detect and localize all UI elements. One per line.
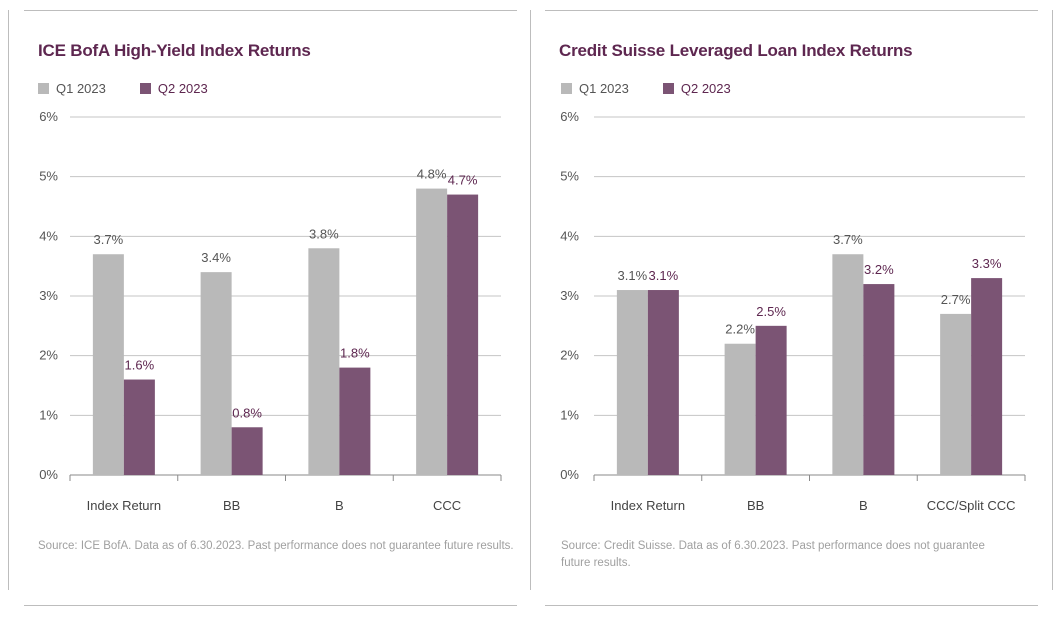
legend: Q1 2023 Q2 2023 bbox=[38, 81, 242, 96]
data-label-q2: 4.7% bbox=[448, 173, 478, 188]
legend-label-q1: Q1 2023 bbox=[579, 81, 629, 96]
y-tick-label: 1% bbox=[560, 407, 579, 422]
x-category-label: CCC/Split CCC bbox=[927, 498, 1016, 513]
data-label-q2: 1.6% bbox=[125, 358, 155, 373]
chart-panel-high-yield: ICE BofA High-Yield Index Returns Q1 202… bbox=[0, 0, 520, 600]
bar-chart-high-yield: 0% 1% 2% 3% 4% 5% 6% 3.7% 1.6% Index Return 3.4% 0.… bbox=[39, 109, 502, 513]
source-line-1: Source: Credit Suisse. Data as of 6.30.2… bbox=[561, 540, 985, 552]
bar-q2 bbox=[447, 194, 479, 476]
data-label-q2: 0.8% bbox=[232, 405, 262, 420]
bar-chart-leveraged-loan: 0%1%2%3%4%5%6%3.1% 3.1%Index Return2.2%2.… bbox=[560, 109, 1026, 513]
legend-label-q2: Q2 2023 bbox=[157, 81, 208, 96]
x-category-label: CCC bbox=[433, 498, 461, 513]
y-tick-label: 4% bbox=[560, 228, 579, 243]
data-label-q1: 4.8% bbox=[417, 167, 447, 182]
y-tick-label: 3% bbox=[39, 288, 58, 303]
y-tick-label: 1% bbox=[39, 407, 58, 422]
bottom-rule-right bbox=[545, 605, 1038, 606]
legend-swatch-q1 bbox=[561, 83, 572, 94]
bar-q1 bbox=[200, 272, 232, 475]
left-border bbox=[8, 10, 9, 590]
bar-q2 bbox=[339, 367, 371, 475]
legend-label-q1: Q1 2023 bbox=[56, 81, 106, 96]
bar-q1 bbox=[940, 313, 972, 475]
data-label-q2: 3.3% bbox=[972, 256, 1002, 271]
y-tick-label: 6% bbox=[39, 109, 58, 124]
x-category-label: BB bbox=[747, 498, 764, 513]
y-tick-label: 5% bbox=[560, 169, 579, 184]
bar-q1 bbox=[724, 343, 756, 475]
data-label-q1: 2.7% bbox=[941, 292, 971, 307]
data-label-q1: 3.1% bbox=[618, 268, 648, 283]
data-label-q1: 3.4% bbox=[201, 250, 231, 265]
bottom-rule-left bbox=[24, 605, 517, 606]
legend-item-q2: Q2 2023 bbox=[662, 81, 731, 96]
x-category-label: Index Return bbox=[611, 498, 685, 513]
bar-q2 bbox=[647, 290, 679, 475]
source-line-2: future results. bbox=[561, 557, 631, 569]
bar-q1 bbox=[308, 248, 340, 475]
bar-q2 bbox=[123, 379, 155, 475]
legend-swatch-q2 bbox=[139, 83, 151, 94]
bar-q2 bbox=[755, 325, 787, 475]
y-tick-label: 2% bbox=[560, 348, 579, 363]
bar-q2 bbox=[231, 427, 263, 475]
bar-q2 bbox=[971, 278, 1003, 475]
source-note: Source: ICE BofA. Data as of 6.30.2023. … bbox=[38, 540, 514, 552]
y-tick-label: 4% bbox=[39, 228, 58, 243]
legend-swatch-q1 bbox=[38, 83, 49, 94]
y-tick-label: 3% bbox=[560, 288, 579, 303]
legend-item-q1: Q1 2023 bbox=[561, 81, 629, 96]
chart-title: Credit Suisse Leveraged Loan Index Retur… bbox=[559, 41, 913, 60]
data-label-q1: 3.8% bbox=[309, 226, 339, 241]
y-tick-label: 2% bbox=[39, 348, 58, 363]
bar-q1 bbox=[616, 290, 648, 475]
source-note: Source: Credit Suisse. Data as of 6.30.2… bbox=[561, 538, 985, 572]
data-label-q1: 3.7% bbox=[833, 232, 863, 247]
legend-item-q1: Q1 2023 bbox=[38, 81, 106, 96]
data-label-q2: 3.2% bbox=[864, 262, 894, 277]
y-tick-label: 0% bbox=[39, 467, 58, 482]
data-label-q1: 2.2% bbox=[725, 322, 755, 337]
right-border bbox=[1052, 10, 1053, 590]
top-rule-left bbox=[24, 10, 517, 11]
legend-item-q2: Q2 2023 bbox=[139, 81, 208, 96]
bar-q1 bbox=[92, 254, 124, 475]
y-tick-label: 0% bbox=[560, 467, 579, 482]
x-category-label: B bbox=[335, 498, 344, 513]
data-label-q1: 3.7% bbox=[94, 232, 124, 247]
chart-title: ICE BofA High-Yield Index Returns bbox=[38, 41, 311, 60]
data-label-q2: 3.1% bbox=[649, 268, 679, 283]
chart-panel-leveraged-loan: Credit Suisse Leveraged Loan Index Retur… bbox=[532, 0, 1061, 600]
legend: Q1 2023 Q2 2023 bbox=[561, 81, 765, 96]
bar-q1 bbox=[416, 188, 448, 475]
bar-q2 bbox=[863, 284, 895, 475]
x-category-label: Index Return bbox=[87, 498, 161, 513]
x-category-label: BB bbox=[223, 498, 240, 513]
x-category-label: B bbox=[859, 498, 868, 513]
y-tick-label: 6% bbox=[560, 109, 579, 124]
center-divider bbox=[530, 10, 531, 590]
y-tick-label: 5% bbox=[39, 169, 58, 184]
bar-q1 bbox=[832, 254, 864, 475]
top-rule-right bbox=[545, 10, 1038, 11]
legend-label-q2: Q2 2023 bbox=[680, 81, 731, 96]
data-label-q2: 1.8% bbox=[340, 346, 370, 361]
legend-swatch-q2 bbox=[662, 83, 674, 94]
data-label-q2: 2.5% bbox=[756, 304, 786, 319]
